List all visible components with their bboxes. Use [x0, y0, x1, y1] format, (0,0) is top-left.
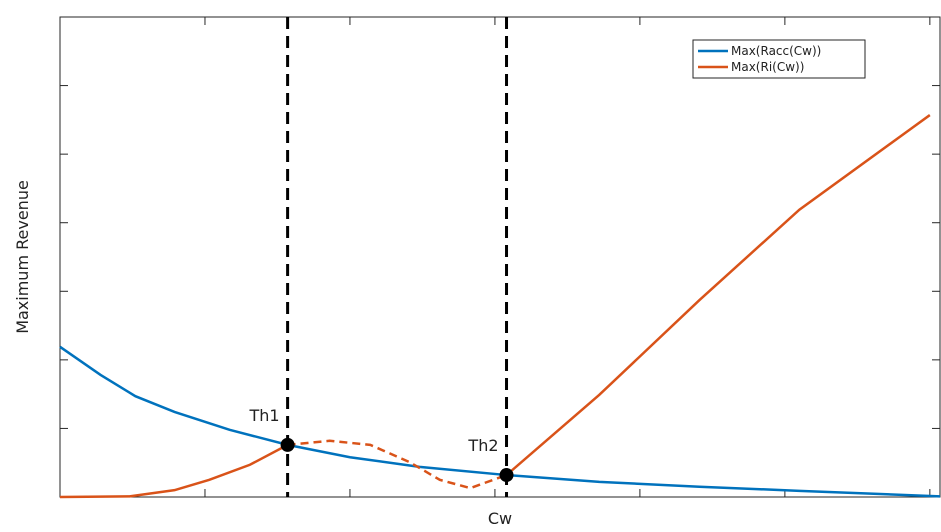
line-series — [59, 345, 941, 498]
legend-box — [692, 39, 866, 79]
threshold-label: Th1 — [249, 406, 280, 425]
connector-line — [287, 439, 507, 490]
plot-frame — [59, 16, 941, 498]
line-series — [59, 114, 931, 499]
legend-label: Max(Ri(Cw)) — [731, 60, 804, 74]
threshold-point — [499, 468, 514, 483]
threshold-point — [280, 437, 295, 452]
x-axis-label: Cw — [488, 509, 512, 528]
legend-label: Max(Racc(Cw)) — [731, 44, 821, 58]
y-axis-label: Maximum Revenue — [13, 180, 32, 334]
threshold-label: Th2 — [467, 436, 498, 455]
